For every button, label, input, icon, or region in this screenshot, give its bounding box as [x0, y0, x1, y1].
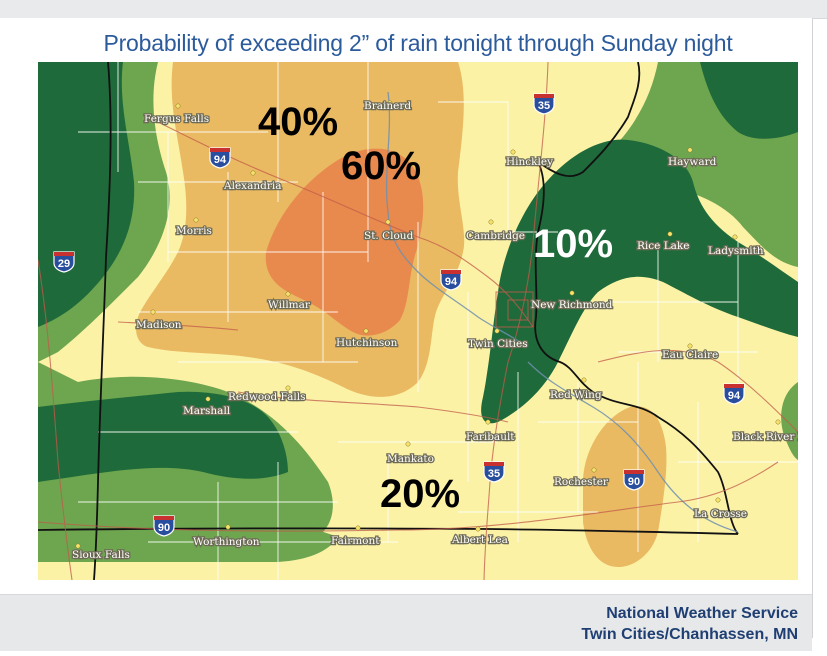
city-label-eau-claire: Eau Claire: [662, 349, 718, 361]
city-label-sioux-falls: Sioux Falls: [72, 549, 130, 561]
svg-text:35: 35: [488, 468, 500, 480]
interstate-shield-i29: 29: [53, 251, 75, 273]
probability-label-60: 60%: [341, 144, 422, 188]
issuing-office: National Weather Service Twin Cities/Cha…: [581, 603, 798, 645]
zone-40-60-southeast: [583, 406, 667, 567]
svg-text:29: 29: [58, 258, 70, 270]
highways: [38, 62, 798, 580]
city-label-rice-lake: Rice Lake: [637, 240, 690, 252]
city-label-fergus-falls: Fergus Falls: [144, 113, 209, 125]
city-label-hinckley: Hinckley: [506, 156, 553, 168]
footer-bar: National Weather Service Twin Cities/Cha…: [0, 594, 812, 651]
probability-label-10: 10%: [533, 222, 614, 266]
interstate-shield-i35-north: 35: [533, 93, 555, 115]
svg-text:94: 94: [728, 390, 741, 402]
interstate-shield-i94-center: 94: [440, 269, 462, 291]
rivers: [385, 91, 739, 533]
city-label-madison: Madison: [136, 319, 182, 331]
zone-60-plus: [265, 148, 424, 336]
interstate-shield-i90-east: 90: [623, 469, 645, 491]
city-label-st-cloud: St. Cloud: [364, 230, 414, 242]
office-name: National Weather Service: [606, 605, 798, 622]
interstate-shield-i94-west: 94: [209, 147, 231, 169]
city-label-rochester: Rochester: [554, 476, 609, 488]
city-label-alexandria: Alexandria: [223, 180, 281, 192]
city-label-hayward: Hayward: [668, 156, 717, 168]
zone-10-20-east-small: [781, 382, 798, 460]
city-dots: [75, 100, 781, 549]
city-label-morris: Morris: [176, 225, 212, 237]
city-label-mankato: Mankato: [387, 453, 434, 465]
city-label-black-river-falls: Black River Fa: [733, 431, 798, 443]
svg-text:90: 90: [158, 522, 170, 534]
svg-text:94: 94: [445, 276, 458, 288]
probability-label-20: 20%: [380, 472, 461, 516]
city-label-twin-cities: Twin Cities: [468, 338, 528, 350]
graphic-title: Probability of exceeding 2” of rain toni…: [103, 30, 733, 56]
map-svg: Fergus Falls Brainerd Alexandria Hinckle…: [38, 62, 798, 580]
city-labels: Fergus Falls Brainerd Alexandria Hinckle…: [71, 99, 798, 563]
city-label-brainerd: Brainerd: [364, 100, 411, 112]
zone-10-20-sw-strip: [38, 502, 338, 562]
county-borders: [78, 62, 798, 580]
office-location: Twin Cities/Chanhassen, MN: [581, 626, 798, 643]
probability-label-40: 40%: [258, 100, 339, 144]
interstate-shield-i94-east: 94: [723, 383, 745, 405]
svg-text:94: 94: [214, 154, 227, 166]
city-label-faribault: Faribault: [466, 431, 515, 443]
city-label-albert-lea: Albert Lea: [451, 534, 508, 546]
probability-map: Fergus Falls Brainerd Alexandria Hinckle…: [38, 62, 798, 580]
interstate-shield-i90-west: 90: [153, 515, 175, 537]
city-label-marshall: Marshall: [183, 405, 231, 417]
city-label-red-wing: Red Wing: [550, 389, 602, 401]
metro-area: [495, 291, 534, 328]
city-label-hutchinson: Hutchinson: [336, 337, 398, 349]
svg-text:90: 90: [628, 476, 640, 488]
interstate-shield-i35-south: 35: [483, 461, 505, 483]
zone-0-10-northeast: [700, 62, 798, 139]
svg-text:35: 35: [538, 100, 550, 112]
city-label-ladysmith: Ladysmith: [708, 245, 764, 257]
city-label-willmar: Willmar: [268, 299, 311, 311]
city-label-new-richmond: New Richmond: [531, 299, 613, 311]
city-label-la-crosse: La Crosse: [694, 508, 747, 520]
city-label-fairmont: Fairmont: [331, 535, 380, 547]
top-bar: [0, 0, 827, 19]
city-label-worthington: Worthington: [193, 536, 260, 548]
city-label-cambridge: Cambridge: [466, 230, 525, 242]
city-label-redwood-falls: Redwood Falls: [228, 391, 305, 403]
zone-0-10-central-east: [481, 139, 798, 424]
